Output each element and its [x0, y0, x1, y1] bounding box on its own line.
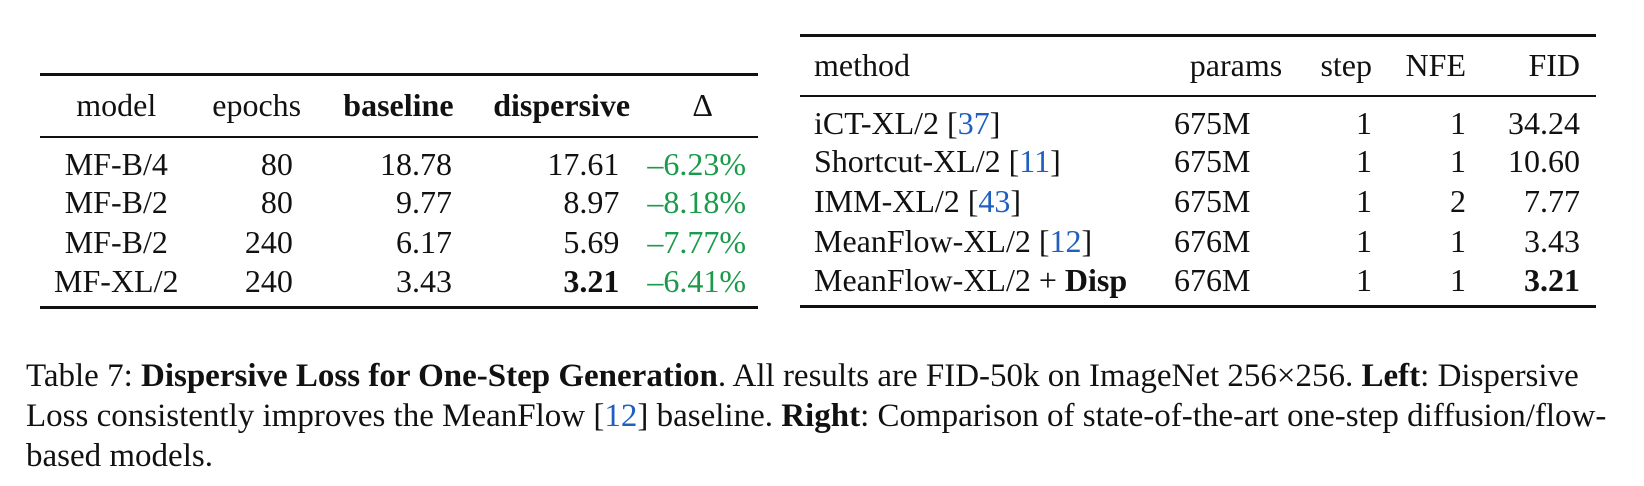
header-dispersive: dispersive	[476, 74, 648, 138]
cell-params: 676M	[1174, 223, 1251, 259]
method-name: Shortcut-XL/2	[814, 143, 1009, 179]
caption-title: Dispersive Loss for One-Step Generation	[140, 358, 718, 394]
cell-model: MF-B/2	[64, 224, 168, 260]
table-row: IMM-XL/2 [43] 675M 1 2 7.77	[800, 182, 1596, 222]
cell-delta: –6.41%	[647, 262, 746, 299]
table-row: MF-B/2 240 6.17 5.69 –7.77%	[40, 223, 758, 263]
header-baseline: baseline	[320, 74, 477, 138]
method-name: MeanFlow-XL/2 +	[814, 261, 1065, 298]
cell-dispersive-best: 3.21	[563, 262, 620, 299]
method-name: MeanFlow-XL/2	[814, 223, 1039, 259]
cell-params: 675M	[1174, 143, 1251, 179]
cell-method: IMM-XL/2 [43]	[814, 183, 1022, 219]
cell-fid: 7.77	[1524, 183, 1580, 219]
cell-nfe: 1	[1450, 143, 1466, 179]
method-name: IMM-XL/2	[814, 183, 968, 219]
caption-left-label: Left	[1361, 358, 1421, 394]
cell-nfe: 2	[1450, 183, 1466, 219]
header-step: step	[1298, 35, 1372, 97]
right-comparison-table: method params step NFE FID iCT-XL/2 [37]…	[800, 34, 1596, 308]
header-method: method	[800, 35, 1174, 97]
header-nfe: NFE	[1372, 35, 1466, 97]
citation-link[interactable]: 12	[1049, 223, 1082, 259]
caption-text: : Dispersive Loss consistently improves …	[26, 358, 1579, 434]
cell-baseline: 3.43	[396, 262, 453, 299]
cell-epochs: 80	[260, 145, 293, 182]
cell-delta: –6.23%	[647, 145, 746, 182]
cell-params: 675M	[1174, 183, 1251, 219]
cell-step: 1	[1356, 223, 1372, 259]
cell-params: 676M	[1174, 261, 1251, 298]
cell-step: 1	[1356, 261, 1372, 298]
table-row: Shortcut-XL/2 [11] 675M 1 1 10.60	[800, 142, 1596, 182]
cell-nfe: 1	[1450, 104, 1466, 141]
method-name-bold: Disp	[1064, 261, 1128, 298]
caption-label: Table 7:	[26, 358, 141, 394]
table-row: MF-B/4 80 18.78 17.61 –6.23%	[40, 137, 758, 183]
cell-nfe: 1	[1450, 261, 1466, 298]
caption-right-label: Right	[781, 398, 861, 434]
cell-model: MF-XL/2	[54, 262, 179, 299]
table-row: iCT-XL/2 [37] 675M 1 1 34.24	[800, 96, 1596, 142]
cell-delta: –8.18%	[647, 184, 746, 220]
cell-baseline: 9.77	[396, 184, 453, 220]
citation-link[interactable]: 37	[957, 104, 990, 141]
method-name: iCT-XL/2	[814, 104, 948, 141]
cell-params: 675M	[1174, 104, 1251, 141]
table-row: MF-B/2 80 9.77 8.97 –8.18%	[40, 183, 758, 223]
cell-fid: 3.43	[1524, 223, 1580, 259]
cell-epochs: 80	[260, 184, 293, 220]
citation-link[interactable]: 43	[978, 183, 1011, 219]
cell-model: MF-B/2	[64, 184, 168, 220]
cell-baseline: 6.17	[396, 224, 453, 260]
cell-fid: 34.24	[1508, 104, 1580, 141]
cell-method: MeanFlow-XL/2 + Disp	[800, 262, 1174, 307]
header-model: model	[40, 74, 193, 138]
header-fid: FID	[1466, 35, 1596, 97]
cell-dispersive: 5.69	[563, 224, 620, 260]
caption-text: : Comparison of state-of-the-art one-ste…	[26, 398, 1607, 474]
caption-text: . All results are FID-50k on ImageNet 25…	[717, 358, 1362, 394]
table-row: MeanFlow-XL/2 [12] 676M 1 1 3.43	[800, 222, 1596, 262]
table-caption: Table 7: Dispersive Loss for One-Step Ge…	[26, 356, 1626, 476]
cell-epochs: 240	[244, 262, 293, 299]
caption-text: ] baseline.	[637, 398, 782, 434]
table-row: MF-XL/2 240 3.43 3.21 –6.41%	[40, 263, 758, 308]
cell-model: MF-B/4	[64, 145, 168, 182]
cell-step: 1	[1356, 183, 1372, 219]
table-row: MeanFlow-XL/2 + Disp 676M 1 1 3.21	[800, 262, 1596, 307]
left-results-table: model epochs baseline dispersive Δ MF-B/…	[40, 73, 758, 309]
cell-fid-best: 3.21	[1524, 261, 1580, 298]
citation-link[interactable]: 11	[1019, 143, 1051, 179]
cell-dispersive: 8.97	[563, 184, 620, 220]
citation-link[interactable]: 12	[604, 398, 638, 434]
cell-step: 1	[1356, 143, 1372, 179]
cell-method: Shortcut-XL/2 [11]	[814, 143, 1061, 179]
cell-nfe: 1	[1450, 223, 1466, 259]
cell-delta: –7.77%	[647, 224, 746, 260]
table-header-row: method params step NFE FID	[800, 35, 1596, 97]
header-delta: Δ	[647, 74, 758, 138]
header-params: params	[1174, 35, 1298, 97]
cell-method: iCT-XL/2 [37]	[814, 104, 1001, 141]
cell-step: 1	[1356, 104, 1372, 141]
cell-dispersive: 17.61	[547, 145, 620, 182]
cell-method: MeanFlow-XL/2 [12]	[814, 223, 1093, 259]
header-epochs: epochs	[192, 74, 321, 138]
cell-epochs: 240	[244, 224, 293, 260]
cell-fid: 10.60	[1508, 143, 1580, 179]
table-header-row: model epochs baseline dispersive Δ	[40, 74, 758, 138]
cell-baseline: 18.78	[380, 145, 453, 182]
